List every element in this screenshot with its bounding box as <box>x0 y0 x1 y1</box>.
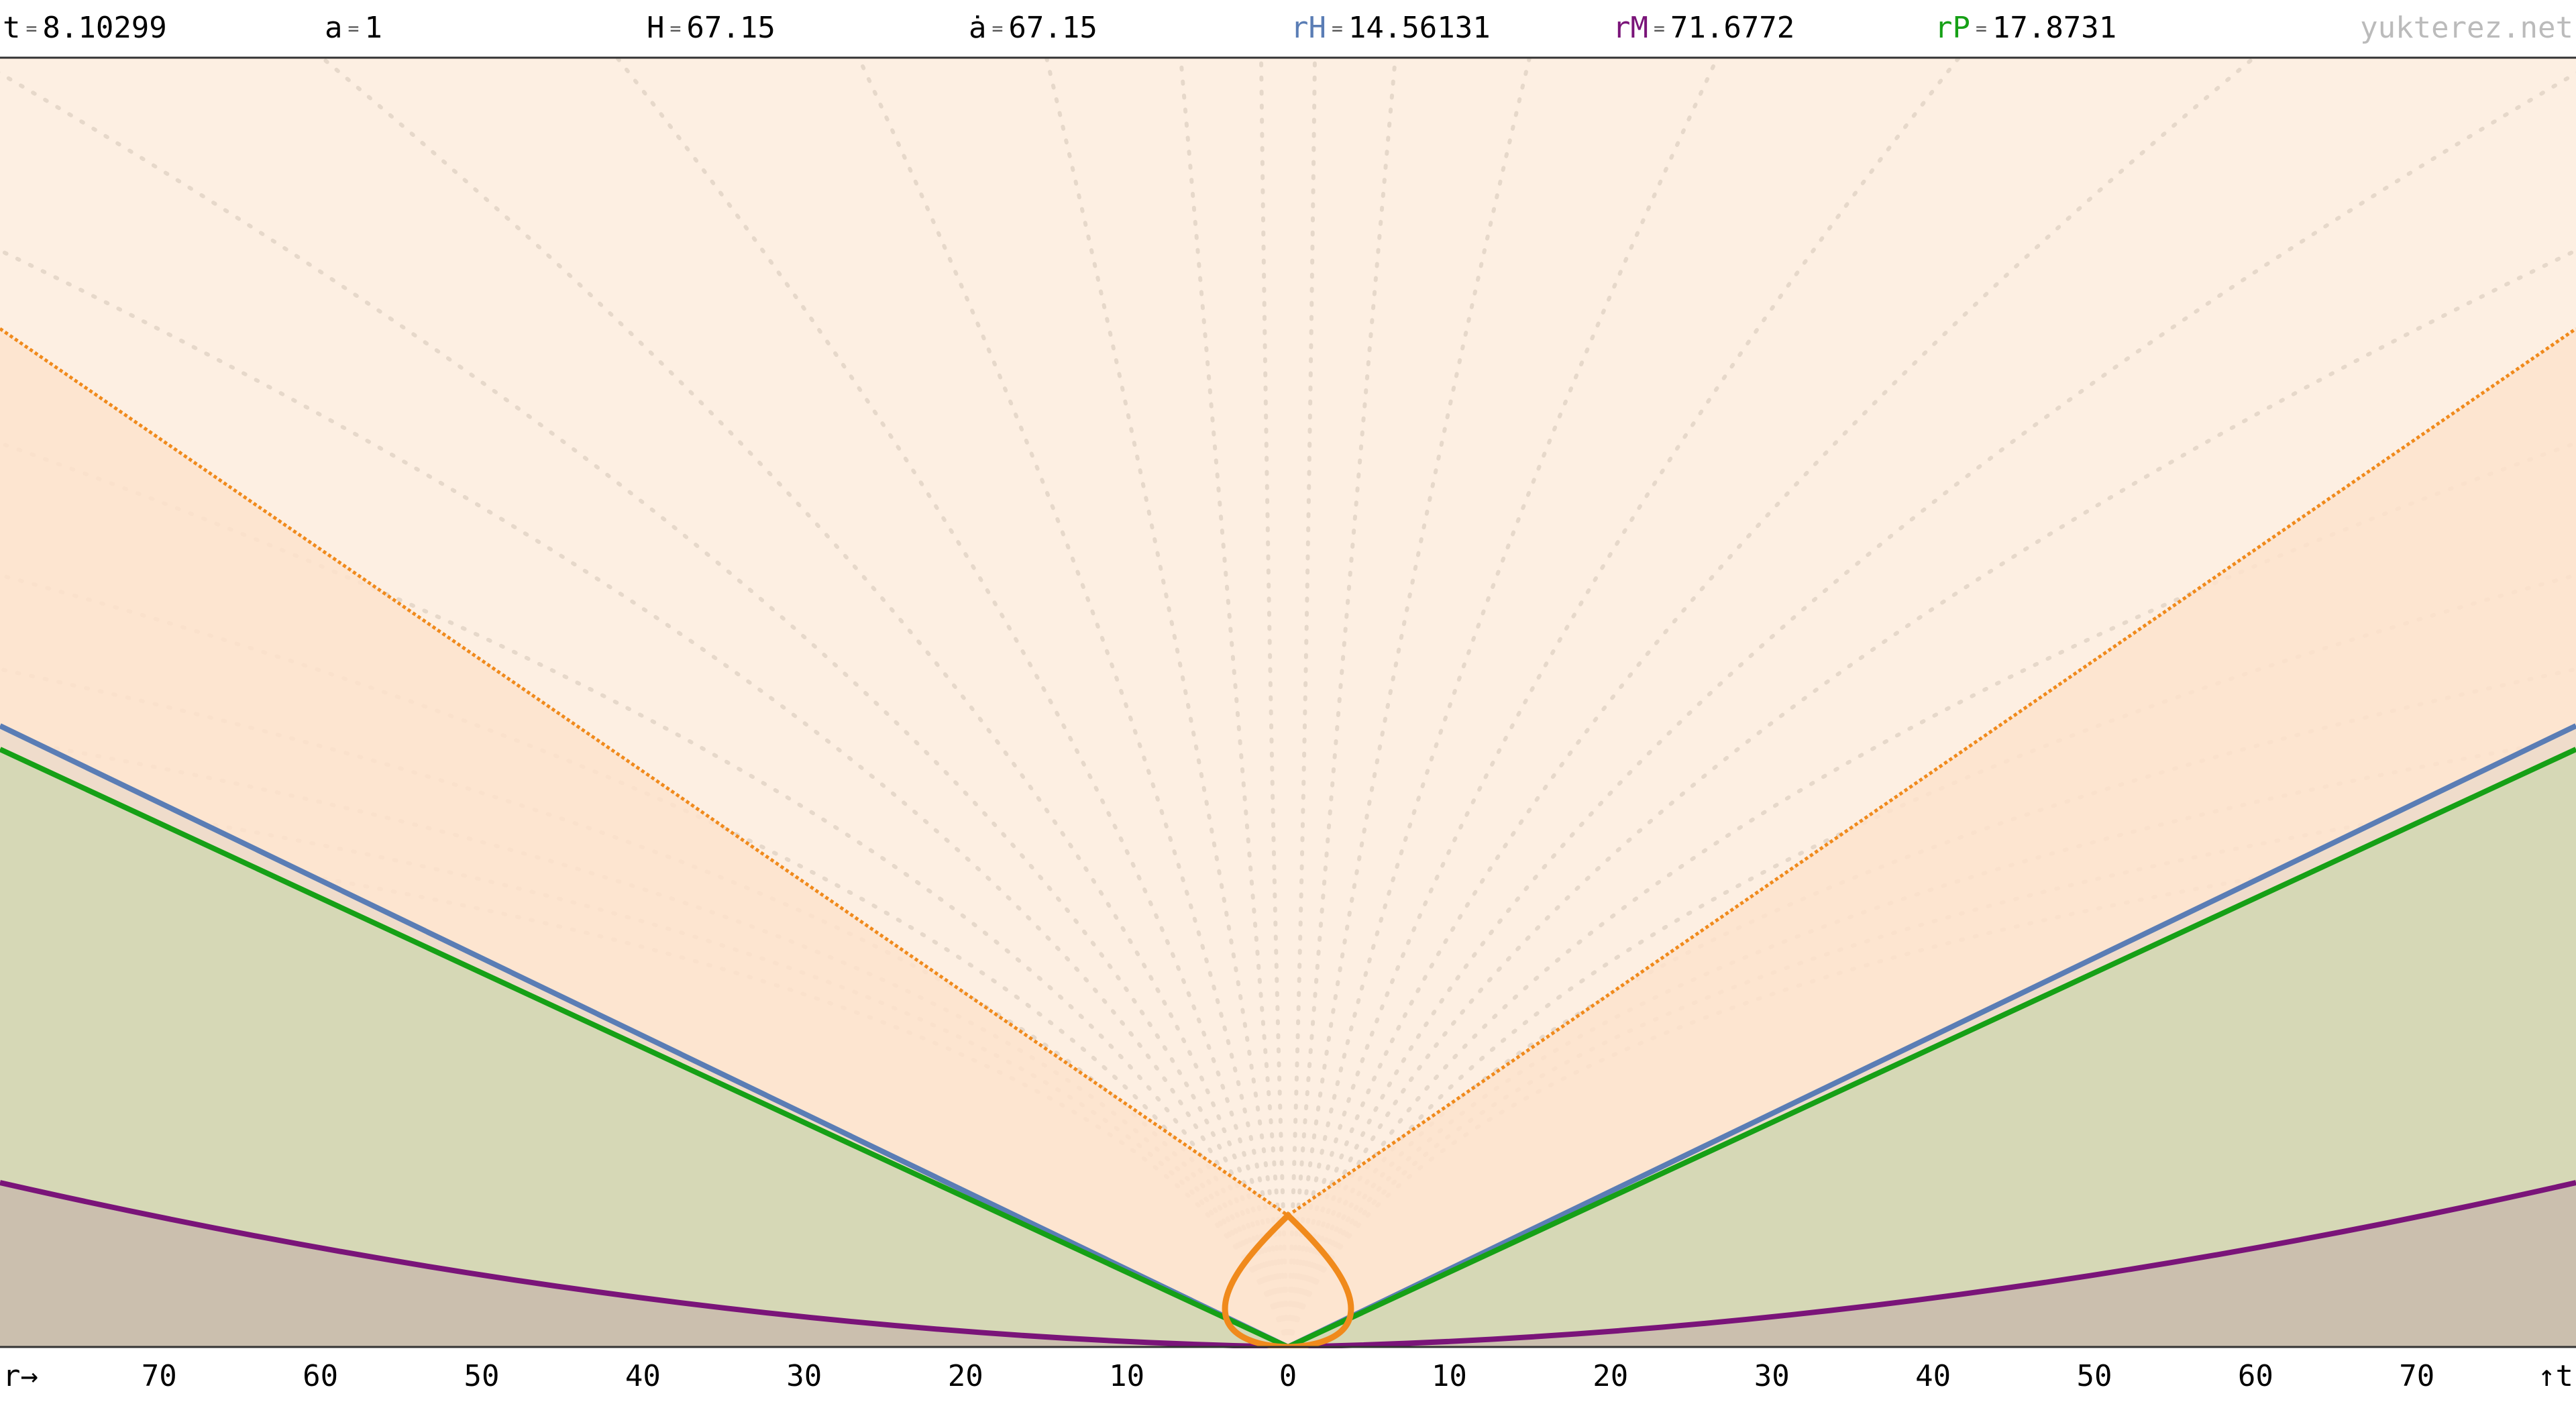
x-tick-label: 60 <box>303 1359 338 1393</box>
header-item: a = 1 <box>325 11 382 45</box>
header-item: ȧ = 67.15 <box>969 11 1097 45</box>
x-tick-label: 20 <box>948 1359 983 1393</box>
ray <box>1286 248 2576 1349</box>
item-separator: = <box>348 17 360 40</box>
ray <box>0 70 1290 1349</box>
site-label: yukterez.net <box>2360 11 2573 45</box>
item-value: 17.8731 <box>1992 11 2116 45</box>
item-name: rM <box>1613 11 1648 45</box>
axis-ticks: 70 60 50 40 30 20 10 0 10 20 30 40 50 60 70 <box>142 1359 2435 1393</box>
ray <box>0 248 1290 1349</box>
item-name: t <box>3 11 21 45</box>
x-tick-label: 50 <box>2077 1359 2112 1393</box>
x-tick-label: 70 <box>2399 1359 2434 1393</box>
ray <box>1286 56 1317 1349</box>
item-value: 67.15 <box>1008 11 1097 45</box>
ray <box>857 56 1290 1349</box>
item-name: a <box>325 11 343 45</box>
axis-corner: ↑t <box>2538 1359 2573 1393</box>
item-separator: = <box>1654 17 1665 40</box>
x-tick-label: 30 <box>1754 1359 1790 1393</box>
header-item: rH = 14.56131 <box>1291 11 1491 45</box>
axis-label: r→ <box>3 1359 38 1393</box>
item-separator: = <box>992 17 1004 40</box>
ray <box>1286 56 1961 1349</box>
x-tick-label: 70 <box>142 1359 177 1393</box>
item-name: H <box>647 11 665 45</box>
item-separator: = <box>26 17 38 40</box>
item-separator: = <box>1976 17 1987 40</box>
matter-region <box>0 1183 2576 1347</box>
header-item: rM = 71.6772 <box>1613 11 1794 45</box>
item-value: 14.56131 <box>1348 11 1491 45</box>
x-tick-label: 40 <box>625 1359 661 1393</box>
item-name: rP <box>1935 11 1970 45</box>
header-item: t = 8.10299 <box>3 11 167 45</box>
header-bar <box>0 0 2576 57</box>
item-value: 1 <box>364 11 382 45</box>
axis-bar <box>0 1348 2576 1406</box>
x-tick-label: 20 <box>1593 1359 1628 1393</box>
item-separator: = <box>670 17 682 40</box>
particle-region <box>0 749 2576 1347</box>
item-separator: = <box>1332 17 1343 40</box>
item-value: 8.10299 <box>42 11 166 45</box>
ray <box>615 56 1290 1349</box>
x-tick-label: 30 <box>786 1359 822 1393</box>
item-name: rH <box>1291 11 1326 45</box>
header-item: H = 67.15 <box>647 11 775 45</box>
ray <box>1286 56 1532 1349</box>
x-tick-label: 10 <box>1109 1359 1144 1393</box>
ray <box>1259 56 1290 1349</box>
ray <box>1286 70 2576 1349</box>
item-name: ȧ <box>969 11 987 45</box>
x-tick-label: 10 <box>1432 1359 1467 1393</box>
x-tick-label: 40 <box>1915 1359 1951 1393</box>
header: t = 8.10299 a = 1 H = 67.15 ȧ = 67.15 rH = 14.56131 rM =… <box>3 11 2116 45</box>
x-tick-label: 50 <box>464 1359 500 1393</box>
ray <box>1286 56 1719 1349</box>
item-value: 71.6772 <box>1670 11 1794 45</box>
item-value: 67.15 <box>686 11 775 45</box>
header-item: rP = 17.8731 <box>1935 11 2116 45</box>
ray <box>1044 56 1290 1349</box>
ray <box>320 56 1290 1349</box>
x-tick-label: 60 <box>2238 1359 2273 1393</box>
ray <box>1286 56 2256 1349</box>
x-tick-label: 0 <box>1279 1359 1297 1393</box>
